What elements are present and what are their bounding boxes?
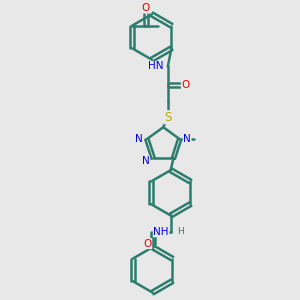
Text: S: S [164, 111, 172, 124]
Text: O: O [182, 80, 190, 90]
Text: N: N [135, 134, 142, 144]
Text: N: N [183, 134, 191, 144]
Text: NH: NH [153, 227, 169, 237]
Text: O: O [142, 3, 150, 13]
Text: N: N [142, 156, 149, 166]
Text: O: O [143, 238, 152, 249]
Text: HN: HN [148, 61, 163, 71]
Text: H: H [177, 227, 184, 236]
